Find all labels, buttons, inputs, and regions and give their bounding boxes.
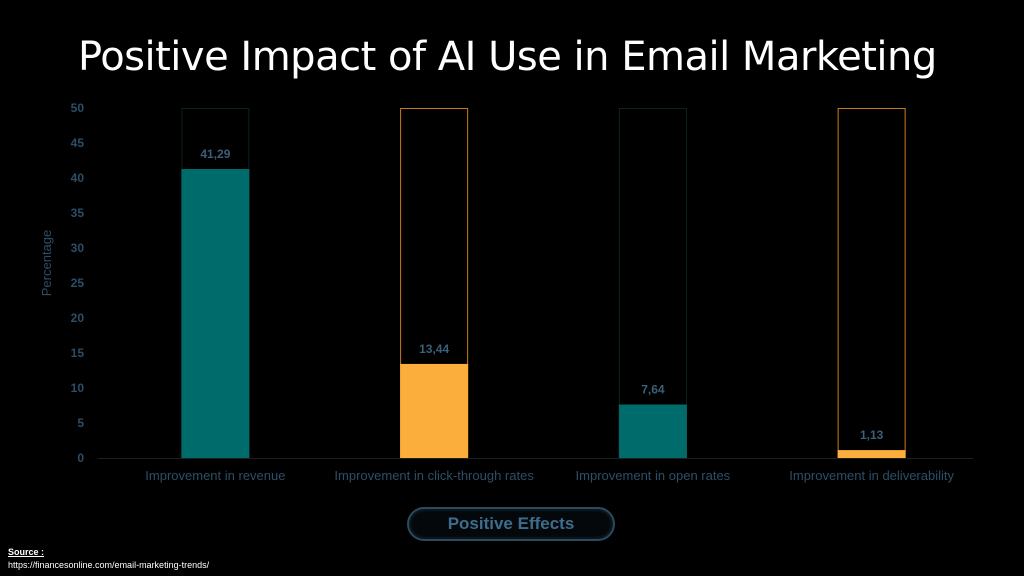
y-tick-label: 0 — [77, 451, 84, 465]
bar — [400, 363, 469, 458]
y-tick-label: 15 — [71, 346, 85, 360]
bar — [837, 450, 906, 458]
x-tick-label: Improvement in click-through rates — [334, 468, 534, 483]
y-tick-label: 35 — [71, 206, 85, 220]
bar — [181, 168, 250, 458]
y-tick-label: 5 — [77, 416, 84, 430]
x-tick-label: Improvement in open rates — [576, 468, 731, 483]
bar — [618, 404, 687, 458]
x-tick-label: Improvement in revenue — [145, 468, 285, 483]
page-title: Positive Impact of AI Use in Email Marke… — [78, 34, 937, 80]
y-tick-label: 10 — [71, 381, 85, 395]
data-label: 41,29 — [200, 147, 230, 161]
y-tick-label: 40 — [71, 171, 85, 185]
data-label: 13,44 — [419, 342, 449, 356]
y-tick-label: 50 — [71, 101, 85, 115]
y-tick-label: 30 — [71, 241, 85, 255]
y-axis-title: Percentage — [39, 230, 54, 297]
y-tick-label: 45 — [71, 136, 85, 150]
y-tick-label: 20 — [71, 311, 85, 325]
source-label: Source : — [8, 547, 45, 557]
x-tick-label: Improvement in deliverability — [789, 468, 954, 483]
data-label: 7,64 — [641, 383, 665, 397]
source-url[interactable]: https://financesonline.com/email-marketi… — [8, 560, 210, 570]
y-tick-label: 25 — [71, 276, 85, 290]
bar-outline — [837, 108, 906, 458]
data-label: 1,13 — [860, 428, 884, 442]
positive-effects-button[interactable]: Positive Effects — [407, 507, 615, 541]
